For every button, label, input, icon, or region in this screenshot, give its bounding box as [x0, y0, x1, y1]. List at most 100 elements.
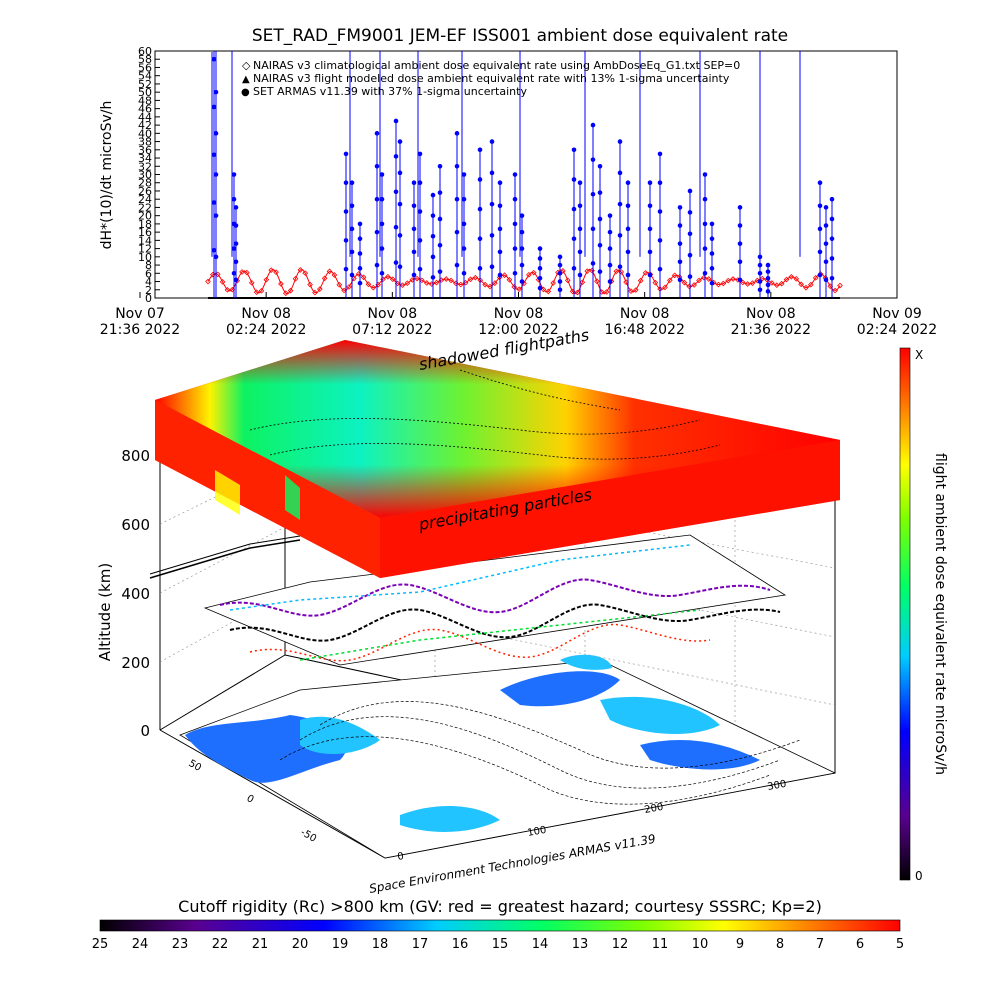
altitude-tick-label: 600 — [121, 516, 150, 534]
climatological-point — [472, 274, 479, 281]
xtick-date: Nov 08 — [241, 306, 291, 322]
right-colorbar-bottom-label: 0 — [915, 869, 923, 883]
ytick-label: 4 — [145, 276, 152, 289]
climatological-point — [715, 281, 722, 288]
bottom-colorbar-gradient — [99, 919, 901, 932]
xtick-date: Nov 08 — [620, 306, 670, 322]
legend-symbol-armas: ● — [241, 87, 250, 98]
ytick-label: 28 — [138, 177, 152, 190]
climatological-point — [550, 280, 556, 286]
latitude-tick-label: 0 — [245, 793, 256, 806]
ytick-label: 50 — [138, 86, 152, 99]
colorbar-tick-label: 8 — [776, 937, 784, 952]
colorbar-tick-label: 15 — [492, 937, 509, 952]
right-colorbar: X 0 flight ambient dose equivalent rate … — [899, 347, 948, 883]
legend-label-climatological: NAIRAS v3 climatological ambient dose eq… — [253, 59, 740, 72]
xtick-date: Nov 08 — [746, 306, 796, 322]
xtick-date: Nov 09 — [872, 306, 922, 322]
climatological-point — [594, 278, 600, 285]
xtick-time: 21:36 2022 — [731, 322, 811, 338]
latitude-tick-label: -50 — [299, 827, 319, 845]
legend-label-flight-modeled: NAIRAS v3 flight modeled dose ambient eq… — [253, 72, 730, 85]
ytick-label: 52 — [138, 78, 152, 91]
ytick-label: 14 — [138, 234, 152, 247]
colorbar-tick-label: 19 — [332, 937, 349, 952]
ytick-label: 54 — [138, 70, 152, 83]
legend-label-armas: SET ARMAS v11.39 with 37% 1-sigma uncert… — [253, 85, 527, 98]
altitude-tick-label: 800 — [121, 447, 150, 465]
ytick-label: 36 — [138, 144, 152, 157]
globe-3d-panel: shadowed flightpaths precipitating parti… — [96, 325, 840, 896]
ytick-label: 12 — [138, 243, 152, 256]
ytick-label: 22 — [138, 201, 152, 214]
ytick-label: 26 — [138, 185, 152, 198]
climatological-point — [370, 284, 377, 291]
timeseries-title: SET_RAD_FM9001 JEM-EF ISS001 ambient dos… — [252, 26, 788, 46]
colorbar-tick-label: 22 — [212, 937, 229, 952]
colorbar-tick-label: 5 — [896, 937, 904, 952]
climatological-line — [207, 268, 841, 295]
colorbar-tick-label: 14 — [532, 937, 549, 952]
ytick-label: 16 — [138, 226, 152, 239]
climatological-point — [457, 281, 464, 288]
altitude-tick-label: 0 — [140, 722, 150, 740]
climatological-point — [307, 281, 313, 288]
ytick-label: 34 — [138, 152, 152, 165]
ytick-label: 40 — [138, 127, 152, 140]
colorbar-tick-label: 25 — [92, 937, 109, 952]
ytick-label: 42 — [138, 119, 152, 132]
climatological-point — [579, 279, 586, 286]
xtick-time: 21:36 2022 — [100, 322, 180, 338]
ytick-label: 48 — [138, 94, 152, 107]
xtick-date: Nov 07 — [115, 306, 165, 322]
colorbar-tick-label: 9 — [736, 937, 744, 952]
armas-point — [393, 118, 399, 124]
climatological-point — [564, 277, 571, 284]
colorbar-tick-label: 7 — [816, 937, 824, 952]
right-colorbar-title: flight ambient dose equivalent rate micr… — [932, 453, 948, 775]
bottom-colorbar-title: Cutoff rigidity (Rc) >800 km (GV: red = … — [178, 897, 822, 916]
climatological-point — [263, 276, 270, 283]
timeseries-y-ticks: 0246810121416182022242628303234363840424… — [138, 45, 160, 305]
ytick-label: 18 — [138, 218, 152, 231]
ytick-label: 10 — [138, 251, 152, 264]
ytick-label: 44 — [138, 111, 152, 124]
right-colorbar-top-label: X — [915, 348, 923, 362]
altitude-axis-label: Altitude (km) — [96, 563, 114, 661]
colorbar-tick-label: 11 — [652, 937, 669, 952]
longitude-tick-label: 300 — [767, 779, 788, 793]
climatological-point — [773, 282, 780, 288]
colorbar-tick-label: 23 — [172, 937, 189, 952]
climatological-point — [803, 284, 809, 291]
longitude-tick-label: 0 — [397, 851, 405, 863]
armas-point — [590, 122, 596, 128]
climatological-point — [788, 273, 795, 280]
ytick-label: 24 — [138, 193, 152, 206]
colorbar-tick-label: 24 — [132, 937, 149, 952]
climatological-point — [399, 282, 406, 289]
timeseries-data — [205, 51, 843, 299]
xtick-time: 07:12 2022 — [352, 322, 432, 338]
legend-symbol-climatological: ◇ — [242, 59, 251, 72]
altitude-ticks: 0 200 400 600 800 — [121, 447, 150, 740]
ytick-label: 20 — [138, 210, 152, 223]
xtick-date: Nov 08 — [368, 306, 418, 322]
longitude-ticks: 0 100 200 300 — [397, 779, 788, 863]
colorbar-tick-label: 21 — [252, 937, 269, 952]
xtick-time: 16:48 2022 — [604, 322, 684, 338]
climatological-point — [744, 281, 751, 287]
bottom-colorbar: Cutoff rigidity (Rc) >800 km (GV: red = … — [92, 897, 904, 952]
climatological-point — [248, 280, 255, 286]
altitude-tick-label: 200 — [121, 654, 150, 672]
altitude-tick-label: 400 — [121, 585, 150, 603]
longitude-tick-label: 100 — [527, 825, 548, 839]
climatological-point — [443, 276, 450, 282]
timeseries-panel: SET_RAD_FM9001 JEM-EF ISS001 ambient dos… — [99, 26, 937, 338]
colorbar-tick-label: 20 — [292, 937, 309, 952]
colorbar-tick-label: 13 — [572, 937, 589, 952]
timeseries-ylabel: dH*(10)/dt microSv/h — [99, 101, 115, 250]
ytick-label: 30 — [138, 169, 152, 182]
ytick-label: 32 — [138, 160, 152, 173]
